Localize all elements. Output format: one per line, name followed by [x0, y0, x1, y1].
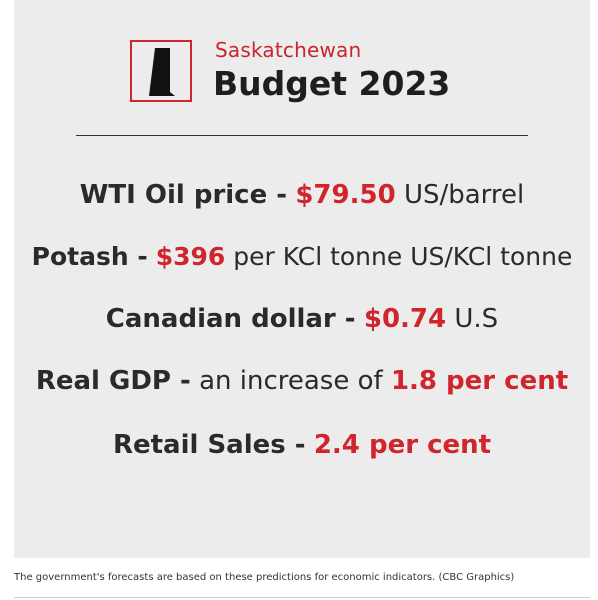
indicator-oil-price: WTI Oil price - $79.50 US/barrel — [14, 180, 590, 210]
indicator-text: an increase of — [199, 366, 383, 396]
indicator-label: Real GDP - — [35, 366, 191, 396]
indicator-real-gdp: Real GDP - an increase of 1.8 per cent — [14, 366, 590, 396]
caption-divider — [14, 597, 590, 598]
budget-graphic: Saskatchewan Budget 2023 WTI Oil price -… — [14, 0, 590, 558]
indicator-retail-sales: Retail Sales - 2.4 per cent — [14, 430, 590, 460]
indicator-value: 1.8 per cent — [390, 366, 569, 396]
indicator-potash: Potash - $396 per KCl tonne US/KCl tonne — [14, 242, 590, 271]
indicator-label: WTI Oil price - — [79, 180, 288, 210]
indicator-unit: per KCl tonne US/KCl tonne — [233, 242, 573, 271]
indicator-label: Retail Sales - — [112, 430, 306, 460]
image-caption: The government's forecasts are based on … — [14, 572, 515, 583]
saskatchewan-province-icon — [149, 48, 175, 96]
indicator-label: Canadian dollar - — [105, 304, 356, 334]
indicator-unit: US/barrel — [403, 180, 525, 210]
saskatchewan-logo — [130, 40, 192, 102]
header-divider — [76, 135, 528, 136]
indicator-canadian-dollar: Canadian dollar - $0.74 U.S — [14, 304, 590, 334]
indicator-value: $396 — [155, 242, 226, 271]
indicator-value: 2.4 per cent — [313, 430, 492, 460]
header-subtitle: Saskatchewan — [215, 38, 362, 62]
indicator-value: $0.74 — [363, 304, 447, 334]
indicator-label: Potash - — [31, 242, 148, 271]
header-title: Budget 2023 — [213, 64, 451, 103]
indicator-unit: U.S — [454, 304, 499, 334]
indicator-value: $79.50 — [295, 180, 396, 210]
